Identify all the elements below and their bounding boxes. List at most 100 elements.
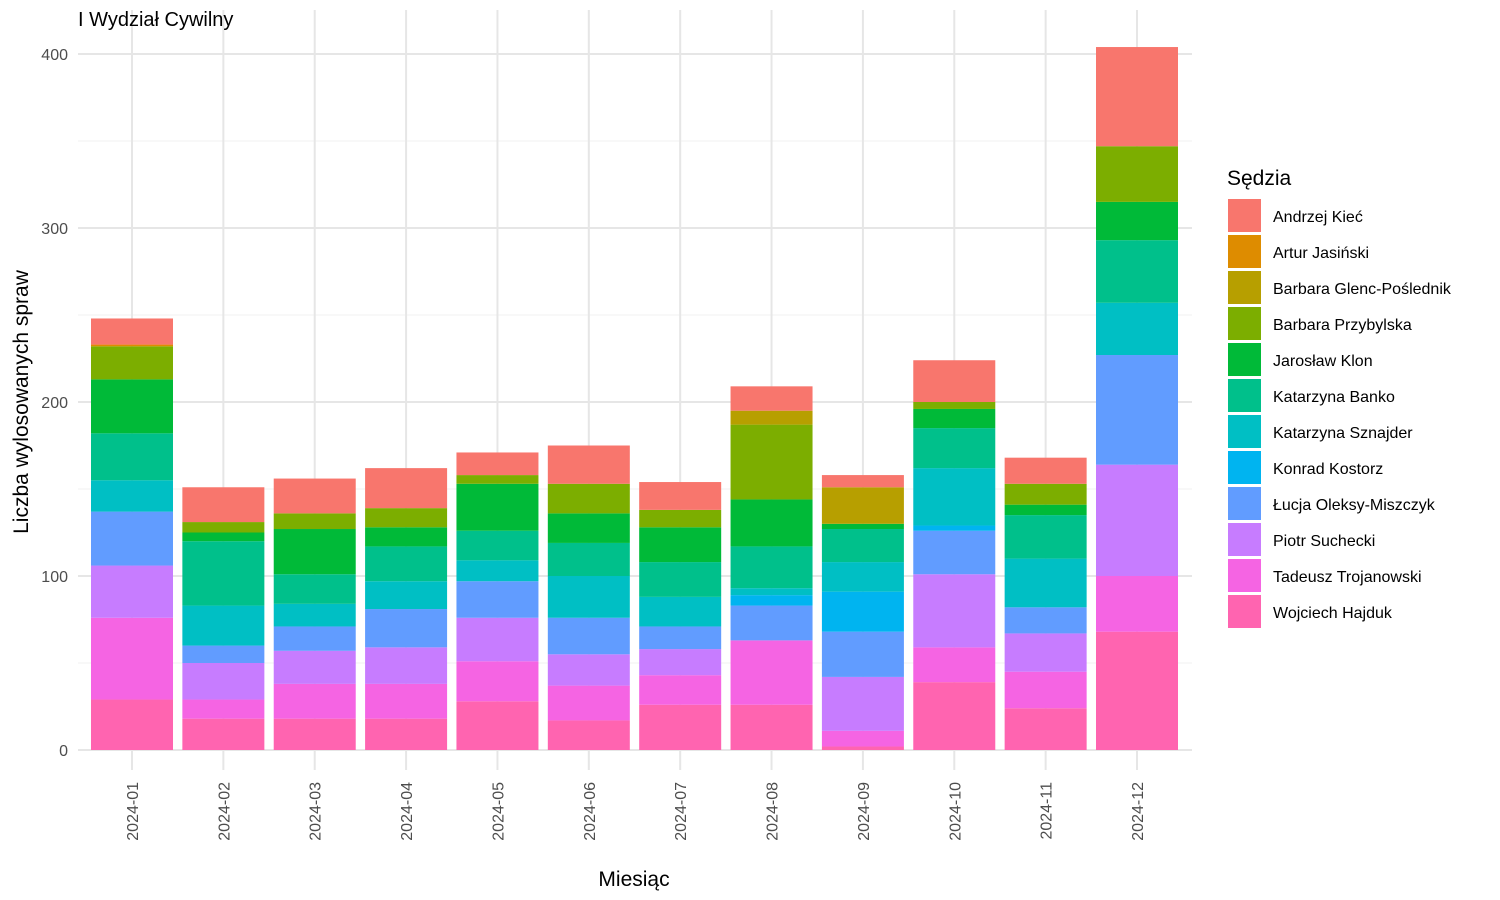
bar-segment — [730, 410, 813, 425]
bar-segment — [639, 509, 722, 528]
x-tick-label: 2024-06 — [582, 782, 599, 841]
bar-segment — [365, 527, 448, 547]
bar-segment — [547, 617, 630, 655]
bar-segment — [821, 562, 904, 592]
legend-item: Tadeusz Trojanowski — [1228, 559, 1422, 592]
bar-segment — [1096, 302, 1178, 356]
bar-segment — [456, 475, 539, 484]
y-axis-title: Liczba wylosowanych spraw — [10, 269, 33, 534]
bar-segment — [730, 386, 813, 411]
bar-segment — [365, 468, 448, 509]
bar-segment — [730, 424, 813, 500]
bar-segment — [182, 718, 265, 750]
bar-segment — [1004, 515, 1087, 559]
bar-segment — [273, 529, 356, 575]
legend-label: Barbara Przybylska — [1273, 317, 1412, 334]
bar-segment — [273, 626, 356, 651]
bar-segment — [913, 530, 996, 575]
bar-segment — [913, 468, 996, 526]
bar-segment — [91, 433, 173, 481]
legend-label: Łucja Oleksy-Miszczyk — [1273, 497, 1436, 514]
x-tick-label: 2024-03 — [308, 782, 325, 841]
bar-segment — [456, 560, 539, 582]
bar-segment — [547, 654, 630, 686]
legend-title: Sędzia — [1227, 167, 1292, 190]
bar-segment — [91, 699, 173, 750]
legend-key — [1228, 559, 1261, 592]
legend-label: Tadeusz Trojanowski — [1273, 569, 1422, 586]
bar-segment — [182, 663, 265, 700]
bar-segment — [1096, 201, 1178, 241]
x-tick-label: 2024-02 — [216, 782, 233, 841]
x-tick-labels: 2024-01 2024-02 2024-03 2024-04 2024-05 2024-… — [125, 782, 1147, 841]
bar-segment — [1096, 631, 1178, 750]
legend-key — [1228, 487, 1261, 520]
bar-segment — [821, 730, 904, 747]
bar-segment — [639, 562, 722, 597]
bar-segment — [273, 478, 356, 514]
bar-segment — [821, 746, 904, 750]
bar-segment — [365, 683, 448, 719]
bar-segment — [456, 483, 539, 531]
legend-label: Barbara Glenc-Poślednik — [1273, 281, 1452, 298]
bar-segment — [365, 581, 448, 610]
bar-segment — [1004, 483, 1087, 505]
bar-segment — [273, 650, 356, 684]
x-axis-title: Miesiąc — [598, 868, 669, 891]
bar-segment — [730, 605, 813, 641]
bar-segment — [730, 499, 813, 547]
bar-segment — [91, 480, 173, 512]
bar-segment — [1096, 47, 1178, 147]
bar-segment — [1004, 708, 1087, 750]
legend-key — [1228, 379, 1261, 412]
bar-segment — [91, 346, 173, 380]
legend-label: Piotr Suchecki — [1273, 533, 1375, 550]
bar-segment — [730, 595, 813, 606]
bar-segment — [456, 661, 539, 702]
y-tick-label: 100 — [41, 569, 68, 586]
bar-segment — [913, 647, 996, 683]
y-tick-label: 200 — [41, 395, 68, 412]
bar-segment — [913, 408, 996, 429]
bar-segment — [821, 529, 904, 563]
bar-segment — [913, 525, 996, 531]
bar-segment — [913, 360, 996, 402]
bar-segment — [913, 682, 996, 750]
bar-segment — [821, 676, 904, 731]
legend-label: Katarzyna Banko — [1273, 389, 1395, 406]
legend-label: Katarzyna Sznajder — [1273, 425, 1413, 442]
bar-segment — [91, 318, 173, 345]
legend-key — [1228, 307, 1261, 340]
legend-items: Andrzej Kieć Artur Jasiński Barbara Glenc-… — [1228, 199, 1452, 628]
y-tick-label: 300 — [41, 221, 68, 238]
bar-segment — [182, 541, 265, 606]
legend-key — [1228, 595, 1261, 628]
x-tick-label: 2024-07 — [673, 782, 690, 841]
x-tick-label: 2024-08 — [765, 782, 782, 841]
legend-key — [1228, 451, 1261, 484]
bar-segment — [182, 522, 265, 533]
bar-segment — [365, 647, 448, 684]
legend-item: Piotr Suchecki — [1228, 523, 1375, 556]
bar-segment — [182, 487, 265, 523]
x-tick-label: 2024-04 — [399, 782, 416, 841]
bar-segment — [91, 511, 173, 566]
bar-segment — [1096, 464, 1178, 576]
y-tick-label: 400 — [41, 47, 68, 64]
bar-segment — [1004, 558, 1087, 608]
bars — [91, 47, 1178, 750]
bar-segment — [182, 645, 265, 663]
bar-segment — [639, 482, 722, 510]
bar-segment — [1096, 355, 1178, 465]
x-tick-label: 2024-12 — [1130, 782, 1147, 841]
bar-segment — [730, 640, 813, 705]
legend-key — [1228, 415, 1261, 448]
bar-segment — [1004, 671, 1087, 709]
bar-segment — [1004, 457, 1087, 484]
bar-segment — [182, 532, 265, 542]
bar-segment — [1004, 607, 1087, 634]
bar-segment — [913, 574, 996, 648]
bar-segment — [91, 344, 173, 347]
bar-segment — [821, 631, 904, 677]
